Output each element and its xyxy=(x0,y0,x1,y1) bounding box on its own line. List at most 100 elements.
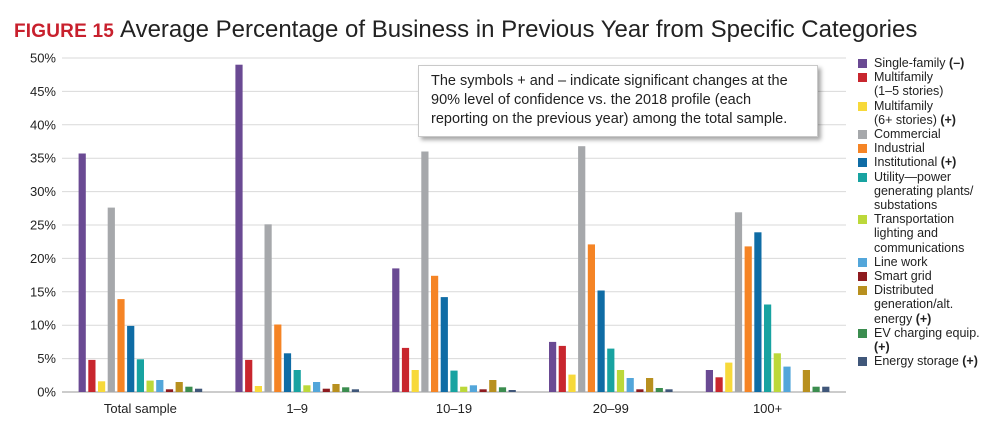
legend-entry: Multifamily (6+ stories) (+) xyxy=(858,99,996,127)
legend-label: communications xyxy=(874,240,965,255)
bar xyxy=(235,64,243,392)
bar xyxy=(508,390,516,392)
bar xyxy=(469,385,477,392)
legend: Single-family (–) Multifamily (1–5 stories… xyxy=(858,56,996,368)
legend-label: EV charging equip. (+) xyxy=(874,325,980,355)
legend-swatch xyxy=(858,101,867,111)
legend-label: Single-family (–) xyxy=(874,56,965,70)
significance-mark: (+) xyxy=(936,112,956,127)
y-tick-label: 20% xyxy=(30,251,56,266)
bar xyxy=(578,146,586,392)
bar xyxy=(754,232,762,392)
legend-entry: Smart grid xyxy=(858,269,996,283)
bar xyxy=(156,380,164,392)
legend-swatch xyxy=(858,286,867,296)
bar xyxy=(773,353,781,392)
legend-label: Energy storage (+) xyxy=(874,354,978,369)
legend-swatch xyxy=(858,144,867,154)
legend-label: Industrial xyxy=(874,141,925,156)
bar xyxy=(587,244,595,392)
legend-label: (6+ stories) (+) xyxy=(874,112,956,127)
bar xyxy=(440,297,448,392)
bar xyxy=(822,386,830,392)
bar xyxy=(342,387,350,392)
figure-header: FIGURE 15 Average Percentage of Business … xyxy=(14,16,917,48)
legend-label: generation/alt. xyxy=(874,297,954,312)
bar xyxy=(195,388,203,392)
bar xyxy=(254,386,262,392)
legend-entry: Commercial xyxy=(858,127,996,141)
bar xyxy=(705,370,713,392)
x-tick-label: Total sample xyxy=(104,401,177,416)
legend-swatch xyxy=(858,158,867,168)
bar xyxy=(626,378,634,392)
y-tick-label: 30% xyxy=(30,184,56,199)
legend-label: (1–5 stories) xyxy=(874,84,944,99)
legend-swatch xyxy=(858,215,867,225)
legend-label: Distributed xyxy=(874,283,934,298)
bar xyxy=(812,386,820,392)
bar xyxy=(107,207,115,392)
bar xyxy=(332,384,340,392)
legend-entry: Transportation lighting and communications xyxy=(858,212,996,255)
bar xyxy=(460,386,468,392)
bar xyxy=(489,380,497,392)
bar xyxy=(146,380,154,392)
legend-entry: Energy storage (+) xyxy=(858,354,996,368)
bar xyxy=(274,324,282,392)
x-tick-label: 1–9 xyxy=(286,401,308,416)
figure-label: FIGURE 15 xyxy=(14,21,114,42)
bar xyxy=(411,370,419,392)
y-tick-label: 40% xyxy=(30,117,56,132)
bar xyxy=(715,377,723,392)
bar xyxy=(264,224,272,392)
legend-swatch xyxy=(858,130,867,140)
significance-mark: (+) xyxy=(937,155,957,170)
y-tick-label: 35% xyxy=(30,151,56,166)
bar xyxy=(88,359,96,392)
y-tick-label: 50% xyxy=(30,51,56,66)
legend-label: Multifamily xyxy=(874,70,934,85)
y-tick-label: 15% xyxy=(30,284,56,299)
legend-label: Multifamily xyxy=(874,98,934,113)
bar xyxy=(127,325,135,392)
significance-mark: (+) xyxy=(874,340,890,355)
bar xyxy=(303,385,311,392)
x-tick-label: 10–19 xyxy=(436,401,472,416)
bar xyxy=(616,370,625,392)
bar xyxy=(764,304,772,392)
bar xyxy=(802,370,810,392)
bar xyxy=(725,362,733,392)
legend-swatch xyxy=(858,73,867,83)
bar xyxy=(568,374,576,392)
bar xyxy=(450,370,458,392)
bar xyxy=(646,378,654,392)
bar xyxy=(783,366,791,392)
bar xyxy=(655,388,663,392)
legend-swatch xyxy=(858,328,867,338)
bar xyxy=(421,151,429,392)
y-axis: 0% 5% 10% 15% 20% 25% 30% 35% 40% 45% 50% xyxy=(30,51,56,400)
y-tick-label: 10% xyxy=(30,318,56,333)
bar xyxy=(136,359,144,392)
chart-title: Average Percentage of Business in Previo… xyxy=(120,16,918,43)
legend-label: Transportation xyxy=(874,212,955,227)
bar xyxy=(185,386,193,392)
bars xyxy=(78,64,830,392)
bar xyxy=(78,153,86,392)
x-tick-label: 20–99 xyxy=(593,401,629,416)
legend-label: Smart grid xyxy=(874,269,932,284)
bar xyxy=(313,382,321,392)
legend-entry: Single-family (–) xyxy=(858,56,996,70)
legend-label: Utility—power xyxy=(874,169,952,184)
legend-entry: Institutional (+) xyxy=(858,155,996,169)
legend-label: substations xyxy=(874,198,938,213)
significance-note: The symbols + and – indicate significant… xyxy=(418,65,818,137)
legend-entry: EV charging equip. (+) xyxy=(858,326,996,354)
bar xyxy=(401,347,410,392)
bar xyxy=(558,345,566,392)
bar xyxy=(744,246,752,392)
bar xyxy=(245,359,253,392)
bar xyxy=(597,290,605,392)
bar xyxy=(175,382,183,392)
